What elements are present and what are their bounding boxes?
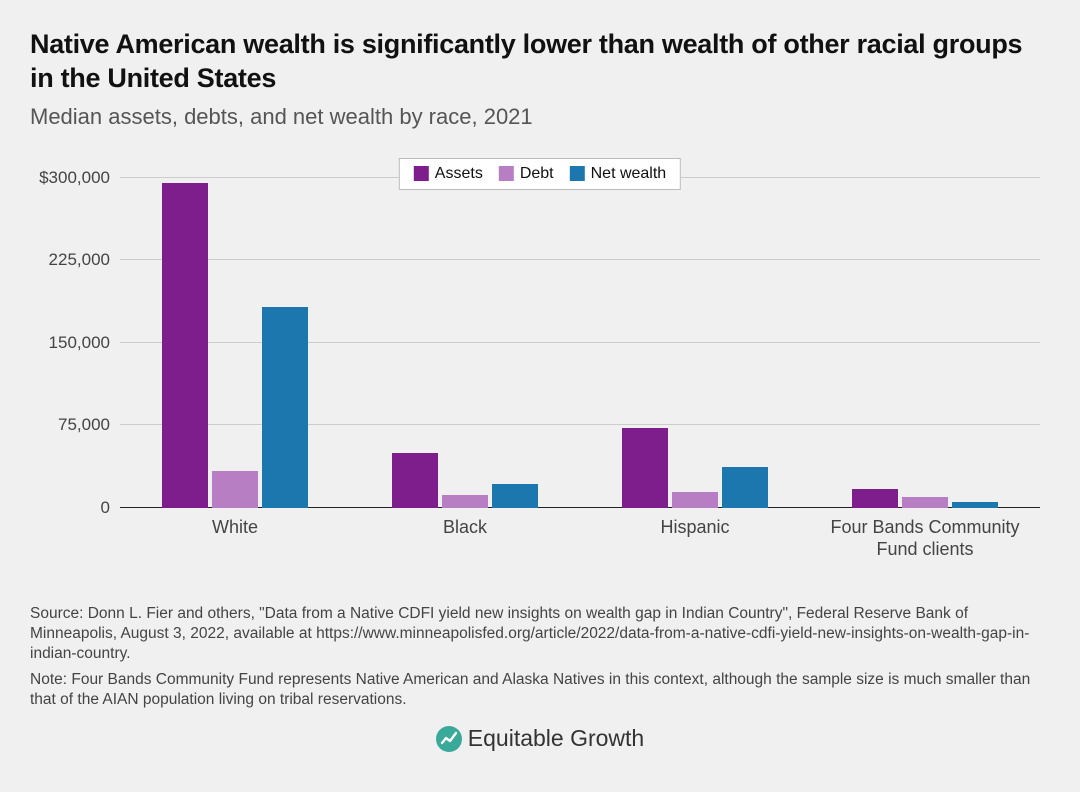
legend-label: Net wealth xyxy=(591,165,667,183)
legend: Assets Debt Net wealth xyxy=(399,158,681,190)
bar xyxy=(262,307,308,507)
bar-group: Black xyxy=(350,178,580,508)
footer: Source: Donn L. Fier and others, "Data f… xyxy=(30,604,1050,755)
bar xyxy=(492,484,538,507)
bar xyxy=(162,183,208,508)
y-tick-label: 225,000 xyxy=(49,250,120,270)
chart: AssetsDebtNet wealth 075,000150,000225,0… xyxy=(30,158,1050,578)
bar-group: Hispanic xyxy=(580,178,810,508)
plot-area: 075,000150,000225,000$300,000 WhiteBlack… xyxy=(120,178,1040,508)
legend-swatch xyxy=(414,166,429,181)
brand-label: Equitable Growth xyxy=(468,724,644,754)
y-tick-label: 150,000 xyxy=(49,333,120,353)
x-tick-label: Four Bands Community Fund clients xyxy=(810,508,1040,561)
chart-title: Native American wealth is significantly … xyxy=(30,28,1050,96)
legend-swatch xyxy=(570,166,585,181)
legend-label: Debt xyxy=(520,165,554,183)
note-text: Note: Four Bands Community Fund represen… xyxy=(30,670,1050,710)
bar xyxy=(722,467,768,508)
legend-item: Net wealth xyxy=(570,165,667,183)
bar xyxy=(442,495,488,507)
x-tick-label: White xyxy=(120,508,350,539)
bar-group: Four Bands Community Fund clients xyxy=(810,178,1040,508)
bar-group: White xyxy=(120,178,350,508)
legend-label: Assets xyxy=(435,165,483,183)
brand-logo-icon xyxy=(436,726,462,752)
legend-item: Debt xyxy=(499,165,554,183)
bar xyxy=(672,492,718,507)
y-tick-label: $300,000 xyxy=(39,168,120,188)
bar xyxy=(902,497,948,508)
bar xyxy=(622,428,668,507)
legend-swatch xyxy=(499,166,514,181)
bar-groups: WhiteBlackHispanicFour Bands Community F… xyxy=(120,178,1040,508)
chart-subtitle: Median assets, debts, and net wealth by … xyxy=(30,104,1050,130)
x-tick-label: Black xyxy=(350,508,580,539)
x-tick-label: Hispanic xyxy=(580,508,810,539)
bar xyxy=(852,489,898,508)
brand: Equitable Growth xyxy=(30,724,1050,754)
bar xyxy=(392,453,438,508)
source-text: Source: Donn L. Fier and others, "Data f… xyxy=(30,604,1050,664)
bar xyxy=(212,471,258,507)
legend-item: Assets xyxy=(414,165,483,183)
y-tick-label: 0 xyxy=(101,498,120,518)
y-tick-label: 75,000 xyxy=(58,415,120,435)
